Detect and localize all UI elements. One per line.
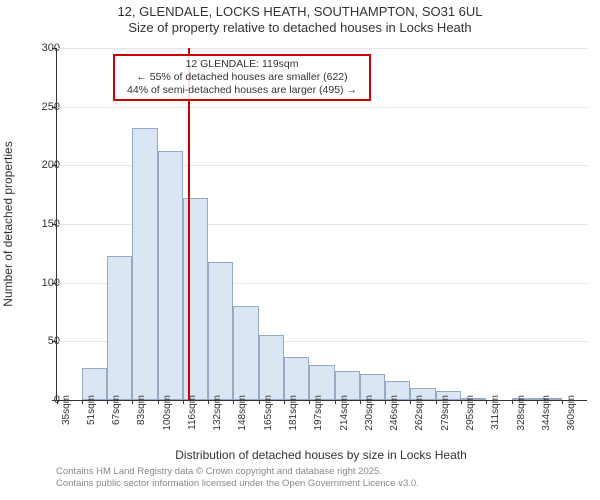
y-axis-label: Number of detached properties [1,141,15,306]
x-tick-label: 100sqm [162,395,173,431]
histogram-bar [284,357,309,400]
x-tick-mark [335,400,336,404]
x-tick-label: 35sqm [61,395,72,425]
x-tick-mark [208,400,209,404]
x-tick-label: 295sqm [465,395,476,431]
x-tick-label: 328sqm [516,395,527,431]
x-tick-mark [132,400,133,404]
histogram-bar [132,128,158,400]
annotation-box: 12 GLENDALE: 119sqm ← 55% of detached ho… [113,54,371,101]
x-tick-label: 262sqm [414,395,425,431]
annotation-line-3: 44% of semi-detached houses are larger (… [119,84,365,97]
x-tick-label: 165sqm [263,395,274,431]
x-tick-mark [233,400,234,404]
x-tick-mark [537,400,538,404]
x-tick-label: 311sqm [490,395,501,430]
x-tick-mark [410,400,411,404]
x-tick-label: 116sqm [187,395,198,430]
x-tick-mark [183,400,184,404]
x-tick-label: 197sqm [313,395,324,431]
histogram-bar [259,335,284,400]
x-tick-mark [309,400,310,404]
histogram-bar [233,306,259,400]
x-tick-label: 148sqm [237,395,248,431]
x-tick-mark [385,400,386,404]
x-tick-label: 344sqm [541,395,552,431]
histogram-bar [208,262,233,400]
grid-line [57,48,587,49]
x-tick-mark [512,400,513,404]
annotation-line-2: ← 55% of detached houses are smaller (62… [119,71,365,84]
x-tick-label: 214sqm [339,395,350,431]
x-tick-mark [436,400,437,404]
x-tick-label: 279sqm [440,395,451,431]
title-line-1: 12, GLENDALE, LOCKS HEATH, SOUTHAMPTON, … [0,4,600,20]
title-line-2: Size of property relative to detached ho… [0,20,600,36]
x-tick-label: 360sqm [566,395,577,431]
x-tick-mark [82,400,83,404]
x-axis-label: Distribution of detached houses by size … [56,448,586,462]
chart-title: 12, GLENDALE, LOCKS HEATH, SOUTHAMPTON, … [0,4,600,37]
x-tick-label: 246sqm [389,395,400,431]
footer-line-2: Contains public sector information licen… [56,478,419,490]
x-tick-label: 51sqm [86,395,97,425]
footer-attribution: Contains HM Land Registry data © Crown c… [56,466,419,490]
grid-line [57,107,587,108]
x-tick-mark [57,400,58,404]
x-tick-mark [259,400,260,404]
plot-area: 35sqm51sqm67sqm83sqm100sqm116sqm132sqm14… [56,48,587,401]
x-tick-mark [158,400,159,404]
x-tick-mark [486,400,487,404]
histogram-bar [107,256,132,400]
x-tick-label: 132sqm [212,395,223,431]
histogram-bar [158,151,183,400]
x-tick-label: 230sqm [364,395,375,431]
x-tick-label: 181sqm [288,395,299,431]
x-tick-mark [284,400,285,404]
x-tick-mark [360,400,361,404]
x-tick-mark [461,400,462,404]
x-tick-mark [562,400,563,404]
annotation-line-1: 12 GLENDALE: 119sqm [119,58,365,71]
x-tick-label: 83sqm [136,395,147,425]
footer-line-1: Contains HM Land Registry data © Crown c… [56,466,419,478]
x-tick-mark [107,400,108,404]
x-tick-label: 67sqm [111,395,122,425]
